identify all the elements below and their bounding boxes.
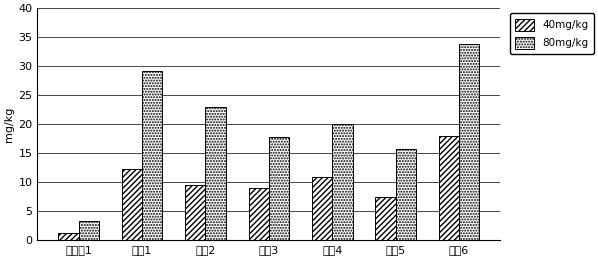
Bar [376, 197, 396, 240]
Bar [206, 107, 225, 240]
Bar [122, 169, 142, 240]
Bar [439, 136, 459, 240]
Bar [269, 137, 289, 240]
Y-axis label: mg/kg: mg/kg [4, 106, 14, 142]
Bar [142, 71, 162, 240]
Bar [59, 233, 79, 240]
Bar [185, 185, 206, 240]
Bar [249, 188, 269, 240]
Bar [396, 149, 416, 240]
Bar [332, 124, 353, 240]
Bar [459, 44, 480, 240]
Legend: 40mg/kg, 80mg/kg: 40mg/kg, 80mg/kg [510, 13, 594, 54]
Bar [79, 221, 99, 240]
Bar [312, 177, 332, 240]
